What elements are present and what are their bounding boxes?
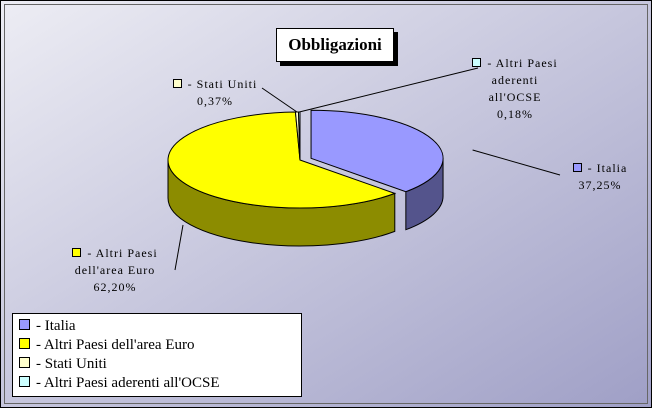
slice-label-name: - Altri Paesi aderenti all'OCSE [487, 56, 558, 104]
legend-swatch [19, 338, 30, 349]
slice-value-label: 62,20% [93, 280, 137, 294]
legend: - Italia - Altri Paesi dell'area Euro - St… [12, 313, 302, 397]
slice-label: - Italia 37,25% [560, 160, 640, 194]
slice-label-swatch [72, 248, 82, 257]
slice [297, 111, 301, 161]
legend-swatch [19, 357, 30, 368]
slice-value-label: 0,37% [197, 94, 233, 108]
legend-label: - Altri Paesi dell'area Euro [36, 337, 195, 353]
slice [310, 109, 444, 193]
legend-entry: - Italia [19, 317, 295, 336]
leader-line [472, 149, 561, 176]
legend-swatch [19, 319, 30, 330]
chart-title: Obbligazioni [276, 28, 394, 62]
legend-entry: - Altri Paesi dell'area Euro [19, 336, 295, 355]
slice-value-label: 37,25% [578, 178, 622, 192]
slice-label-swatch [572, 163, 582, 172]
leader-line [174, 224, 184, 271]
slice-label-name: - Italia [587, 161, 628, 175]
leader-line [299, 67, 479, 113]
legend-swatch [19, 376, 30, 387]
legend-entry: - Stati Uniti [19, 355, 295, 374]
slice-label: - Stati Uniti 0,37% [160, 76, 270, 110]
legend-label: - Altri Paesi aderenti all'OCSE [36, 375, 220, 391]
slice-label-swatch [472, 58, 482, 67]
leader-lines [174, 67, 561, 271]
leader-line [261, 87, 298, 113]
legend-label: - Stati Uniti [36, 356, 107, 372]
slice-label: - Altri Paesi aderenti all'OCSE 0,18% [470, 55, 560, 123]
slice-label-swatch [172, 79, 182, 88]
legend-entry: - Altri Paesi aderenti all'OCSE [19, 374, 295, 393]
slice-label-name: - Stati Uniti [187, 77, 258, 91]
chart-frame [4, 4, 648, 404]
slice-label: - Altri Paesi dell'area Euro 62,20% [50, 245, 180, 296]
legend-label: - Italia [36, 318, 76, 334]
slice [167, 111, 397, 209]
pie-tops [167, 109, 444, 209]
slice-label-name: - Altri Paesi dell'area Euro [74, 246, 158, 277]
slice-value-label: 0,18% [497, 107, 533, 121]
